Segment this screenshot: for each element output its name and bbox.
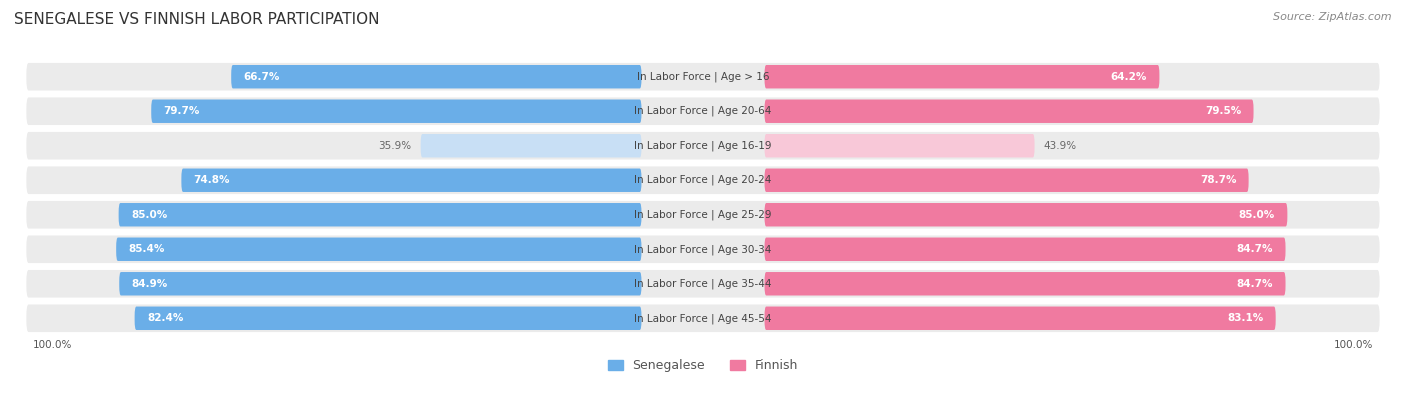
- FancyBboxPatch shape: [27, 63, 1379, 90]
- Text: 84.9%: 84.9%: [132, 279, 167, 289]
- Text: 79.7%: 79.7%: [163, 106, 200, 116]
- Text: Source: ZipAtlas.com: Source: ZipAtlas.com: [1274, 12, 1392, 22]
- Legend: Senegalese, Finnish: Senegalese, Finnish: [603, 354, 803, 377]
- FancyBboxPatch shape: [135, 307, 641, 330]
- Text: 82.4%: 82.4%: [146, 313, 183, 323]
- FancyBboxPatch shape: [27, 98, 1379, 125]
- Text: In Labor Force | Age 20-24: In Labor Force | Age 20-24: [634, 175, 772, 186]
- FancyBboxPatch shape: [765, 65, 1160, 88]
- Text: 100.0%: 100.0%: [32, 340, 72, 350]
- Text: 66.7%: 66.7%: [243, 72, 280, 82]
- Text: 84.7%: 84.7%: [1237, 279, 1274, 289]
- Text: In Labor Force | Age 35-44: In Labor Force | Age 35-44: [634, 278, 772, 289]
- Text: 74.8%: 74.8%: [194, 175, 231, 185]
- Text: In Labor Force | Age > 16: In Labor Force | Age > 16: [637, 71, 769, 82]
- FancyBboxPatch shape: [765, 100, 1254, 123]
- FancyBboxPatch shape: [765, 169, 1249, 192]
- FancyBboxPatch shape: [765, 237, 1285, 261]
- FancyBboxPatch shape: [181, 169, 641, 192]
- FancyBboxPatch shape: [231, 65, 641, 88]
- FancyBboxPatch shape: [27, 132, 1379, 160]
- FancyBboxPatch shape: [120, 272, 641, 295]
- FancyBboxPatch shape: [765, 134, 1035, 158]
- FancyBboxPatch shape: [765, 307, 1275, 330]
- Text: 85.0%: 85.0%: [1239, 210, 1275, 220]
- Text: 84.7%: 84.7%: [1237, 244, 1274, 254]
- FancyBboxPatch shape: [152, 100, 641, 123]
- Text: 78.7%: 78.7%: [1199, 175, 1236, 185]
- Text: 35.9%: 35.9%: [378, 141, 412, 151]
- Text: 85.0%: 85.0%: [131, 210, 167, 220]
- FancyBboxPatch shape: [27, 270, 1379, 297]
- FancyBboxPatch shape: [27, 166, 1379, 194]
- Text: 83.1%: 83.1%: [1227, 313, 1264, 323]
- Text: In Labor Force | Age 45-54: In Labor Force | Age 45-54: [634, 313, 772, 324]
- FancyBboxPatch shape: [118, 203, 641, 226]
- FancyBboxPatch shape: [27, 201, 1379, 229]
- Text: 64.2%: 64.2%: [1111, 72, 1147, 82]
- Text: In Labor Force | Age 16-19: In Labor Force | Age 16-19: [634, 141, 772, 151]
- FancyBboxPatch shape: [117, 237, 641, 261]
- Text: In Labor Force | Age 25-29: In Labor Force | Age 25-29: [634, 209, 772, 220]
- Text: 85.4%: 85.4%: [128, 244, 165, 254]
- Text: 43.9%: 43.9%: [1043, 141, 1077, 151]
- Text: 79.5%: 79.5%: [1205, 106, 1241, 116]
- Text: In Labor Force | Age 20-64: In Labor Force | Age 20-64: [634, 106, 772, 117]
- Text: 100.0%: 100.0%: [1334, 340, 1374, 350]
- FancyBboxPatch shape: [27, 305, 1379, 332]
- FancyBboxPatch shape: [765, 272, 1285, 295]
- FancyBboxPatch shape: [27, 235, 1379, 263]
- Text: SENEGALESE VS FINNISH LABOR PARTICIPATION: SENEGALESE VS FINNISH LABOR PARTICIPATIO…: [14, 12, 380, 27]
- FancyBboxPatch shape: [420, 134, 641, 158]
- FancyBboxPatch shape: [765, 203, 1288, 226]
- Text: In Labor Force | Age 30-34: In Labor Force | Age 30-34: [634, 244, 772, 254]
